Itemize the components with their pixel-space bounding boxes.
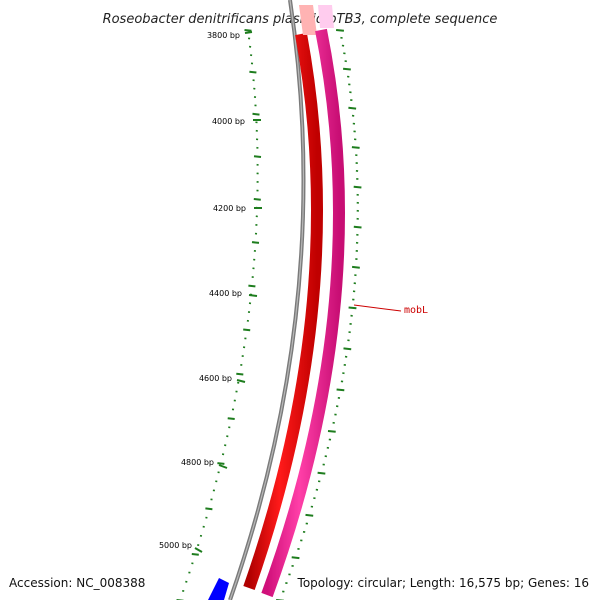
gene-forward-start	[299, 5, 317, 35]
minor-tick-inner	[191, 553, 199, 556]
minor-tick-inner	[227, 417, 235, 420]
minor-tick-inner	[236, 372, 244, 376]
minor-tick-inner	[248, 284, 256, 288]
tick-label-4600: 4600 bp	[199, 374, 232, 383]
minor-tick-outer	[342, 67, 351, 71]
scale-labels: 3800 bp 4000 bp 4200 bp 4400 bp 4600 bp …	[159, 31, 262, 553]
major-tick-4400	[248, 294, 258, 297]
tick-label-3800: 3800 bp	[207, 31, 240, 40]
minor-tick-inner	[217, 462, 225, 465]
accession-text: Accession: NC_008388	[9, 576, 146, 590]
tick-label-4400: 4400 bp	[209, 289, 242, 298]
minor-tick-outer	[353, 185, 362, 189]
gene-arrow-blue[interactable]	[208, 578, 229, 600]
minor-tick-inner	[251, 241, 260, 244]
minor-tick-inner	[243, 328, 251, 332]
minor-tick-outer	[305, 513, 314, 517]
minor-tick-outer	[336, 388, 345, 392]
tick-label-4000: 4000 bp	[212, 117, 245, 126]
major-tick-3800	[244, 31, 253, 34]
minor-tick-outer	[335, 29, 345, 32]
minor-tick-inner	[253, 155, 262, 158]
major-tick-4800	[218, 464, 228, 469]
minor-tick-inner	[244, 29, 252, 32]
minor-tick-outer	[351, 265, 360, 269]
map-title: Roseobacter denitrificans plasmid pTB3, …	[103, 12, 498, 27]
gene-label-leader	[353, 304, 402, 312]
gene-arrow-forward[interactable]	[243, 32, 323, 590]
minor-tick-inner	[249, 70, 257, 74]
minor-tick-outer	[317, 471, 326, 475]
tick-label-5000: 5000 bp	[159, 541, 192, 550]
gene-arrow-mobL[interactable]	[261, 28, 345, 598]
topology-text: Topology: circular; Length: 16,575 bp; G…	[297, 576, 589, 590]
minor-tick-inner	[252, 112, 260, 116]
minor-tick-outer	[343, 347, 352, 351]
gene-label-mobL[interactable]: mobL	[404, 305, 428, 316]
minor-tick-outer	[348, 306, 357, 310]
minor-tick-inner	[205, 507, 213, 511]
minor-tick-outer	[348, 106, 357, 110]
minor-tick-outer	[351, 146, 360, 149]
major-tick-5000	[194, 547, 203, 553]
tick-label-4800: 4800 bp	[181, 458, 214, 467]
tick-label-4200: 4200 bp	[213, 204, 246, 213]
minor-tick-outer	[353, 225, 362, 229]
scale-ticks	[176, 29, 362, 600]
backbone-arc-highlight	[229, 0, 305, 600]
minor-tick-inner	[253, 198, 261, 201]
gene-mobL-start	[318, 5, 334, 28]
minor-tick-outer	[291, 556, 300, 560]
minor-tick-outer	[327, 430, 336, 433]
major-tick-4600	[236, 379, 246, 383]
